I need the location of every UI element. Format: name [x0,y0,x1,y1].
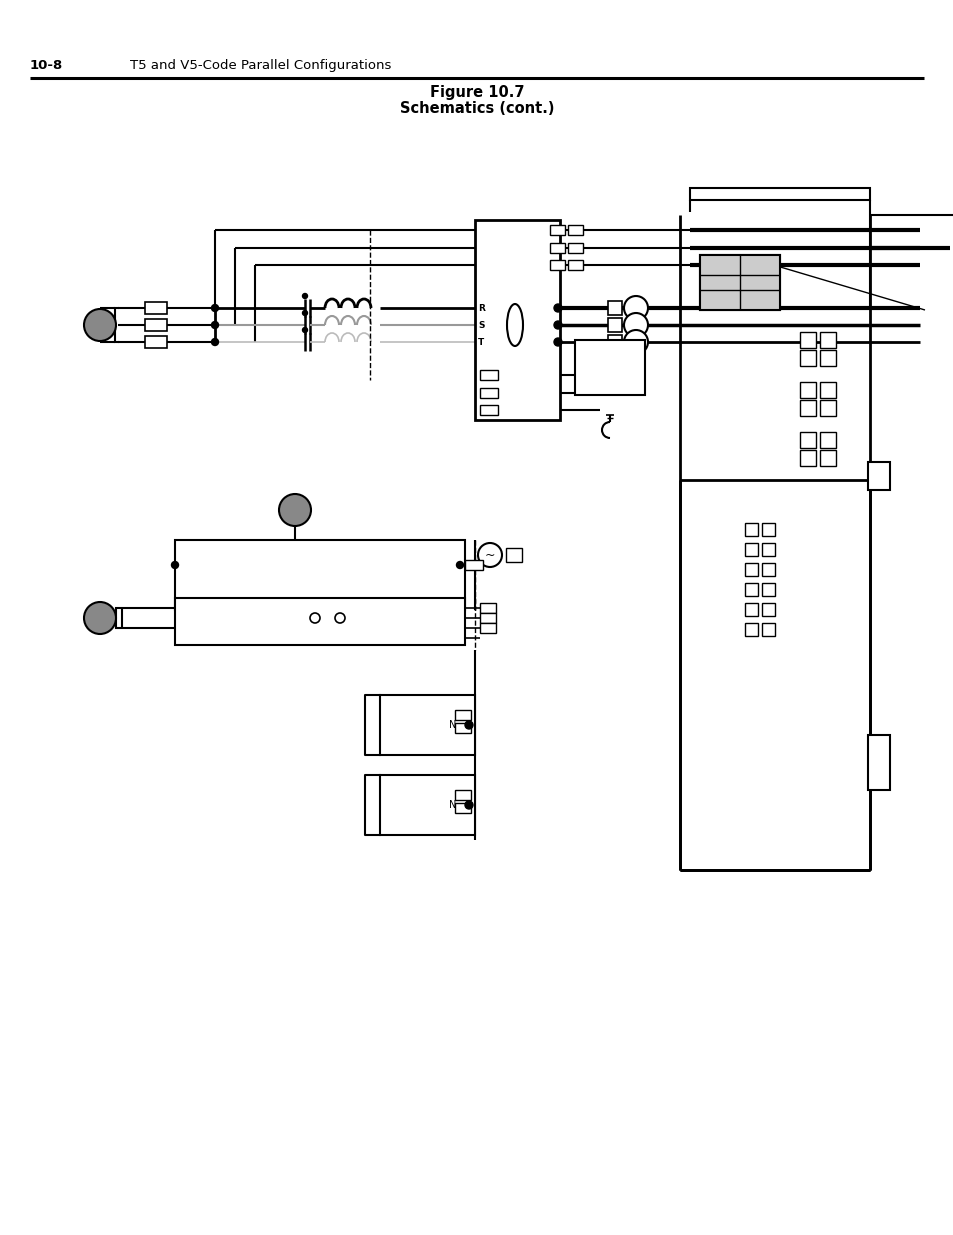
Circle shape [554,304,561,312]
Bar [800,400,815,416]
Bar [505,548,521,562]
Bar [820,450,835,466]
Bar [800,450,815,466]
Bar [479,388,497,398]
Bar [689,188,869,200]
Text: 10-8: 10-8 [30,59,63,72]
Bar [744,622,758,636]
Text: ~: ~ [484,548,495,562]
Circle shape [554,321,561,329]
Bar [761,563,774,576]
Bar [379,776,475,835]
Bar [744,563,758,576]
Circle shape [84,601,116,634]
Bar [550,225,564,235]
Bar [800,382,815,398]
Circle shape [464,721,473,729]
Circle shape [212,305,218,311]
Bar [820,332,835,348]
Bar [174,598,464,645]
Bar [145,303,167,314]
Bar [800,332,815,348]
Bar [820,382,835,398]
Bar [744,543,758,556]
Bar [479,370,497,380]
Circle shape [456,562,463,568]
Bar [575,340,644,395]
Bar [464,559,482,571]
Bar [820,350,835,366]
Bar [479,613,496,622]
Bar [455,803,471,813]
Bar [455,790,471,800]
Circle shape [84,309,116,341]
Bar [761,603,774,616]
Bar [867,735,889,790]
Bar [479,622,496,634]
Bar [479,405,497,415]
Bar [145,319,167,331]
Circle shape [623,312,647,337]
Bar [761,543,774,556]
Bar [744,583,758,597]
Bar [761,522,774,536]
Text: S: S [477,321,484,330]
Circle shape [623,296,647,320]
Bar [379,695,475,755]
Circle shape [302,294,307,299]
Bar [550,261,564,270]
Circle shape [464,802,473,809]
Circle shape [302,310,307,315]
Bar [550,243,564,253]
Bar [820,432,835,448]
Bar [607,317,621,332]
Circle shape [623,330,647,354]
Bar [744,522,758,536]
Circle shape [278,494,311,526]
Text: N: N [449,800,456,810]
Text: T: T [477,337,484,347]
Bar [700,254,780,310]
Ellipse shape [506,304,522,346]
Bar [567,261,582,270]
Bar [174,540,464,610]
Bar [567,225,582,235]
Circle shape [212,321,218,329]
Bar [479,603,496,613]
Circle shape [335,613,345,622]
Bar [455,710,471,720]
Bar [800,432,815,448]
Text: T5 and V5-Code Parallel Configurations: T5 and V5-Code Parallel Configurations [130,59,391,72]
Text: R: R [477,304,484,312]
Bar [607,301,621,315]
Circle shape [172,562,178,568]
Bar [820,400,835,416]
Text: Figure 10.7: Figure 10.7 [429,85,524,100]
Circle shape [554,338,561,346]
Bar [145,336,167,348]
Bar [744,603,758,616]
Circle shape [212,338,218,346]
Circle shape [310,613,319,622]
Bar [761,622,774,636]
Bar [607,335,621,350]
Bar [800,350,815,366]
Bar [867,462,889,490]
Text: Schematics (cont.): Schematics (cont.) [399,101,554,116]
Bar [475,220,559,420]
Bar [455,722,471,734]
Text: N: N [449,720,456,730]
Bar [567,243,582,253]
Circle shape [477,543,501,567]
Bar [700,254,780,310]
Circle shape [302,327,307,332]
Bar [761,583,774,597]
